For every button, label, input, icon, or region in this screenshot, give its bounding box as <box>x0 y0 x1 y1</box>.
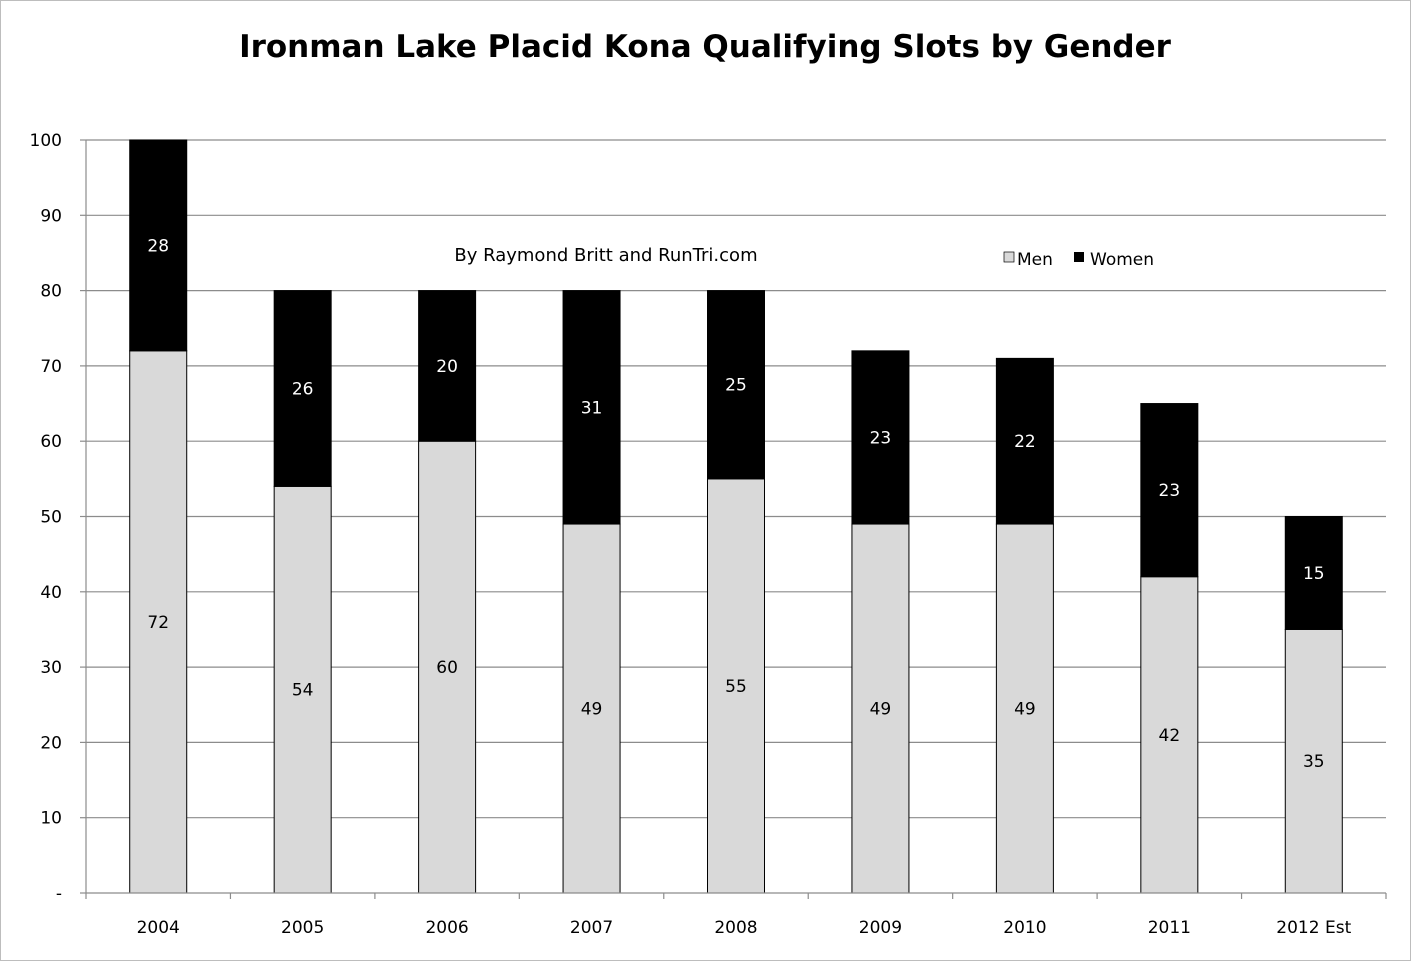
x-tick-label: 2009 <box>859 918 902 938</box>
y-tick-label: - <box>56 884 62 904</box>
chart-subtitle: By Raymond Britt and RunTri.com <box>454 245 757 266</box>
y-tick-label: 10 <box>40 809 62 829</box>
data-label-women: 23 <box>1159 481 1181 501</box>
x-tick-label: 2004 <box>137 918 180 938</box>
bar-women-2004 <box>129 139 188 352</box>
data-label-women: 28 <box>147 236 169 256</box>
bar-women-2006 <box>418 290 477 442</box>
y-tick-label: 90 <box>40 206 62 226</box>
bar-women-2011 <box>1140 403 1199 578</box>
data-label-men: 49 <box>870 700 892 720</box>
x-tick-label: 2010 <box>1003 918 1046 938</box>
data-label-women: 22 <box>1014 432 1036 452</box>
data-label-men: 72 <box>147 613 169 633</box>
data-label-women: 23 <box>870 428 892 448</box>
legend-swatch-women <box>1074 252 1084 262</box>
bar-men-2007 <box>562 523 621 894</box>
data-label-men: 42 <box>1159 726 1181 746</box>
bar-women-2010 <box>995 357 1054 525</box>
data-label-men: 54 <box>292 681 314 701</box>
bar-women-2005 <box>273 290 332 487</box>
x-tick-label: 2011 <box>1148 918 1191 938</box>
data-label-men: 49 <box>1014 700 1036 720</box>
x-tick-label: 2012 Est <box>1276 918 1351 938</box>
y-tick-label: 100 <box>30 131 62 151</box>
bar-men-2012-est <box>1284 628 1343 894</box>
data-label-women: 31 <box>581 398 603 418</box>
data-label-men: 60 <box>436 658 458 678</box>
y-tick-label: 40 <box>40 583 62 603</box>
x-tick-label: 2008 <box>714 918 757 938</box>
bar-women-2008 <box>707 290 765 480</box>
bars: 72 28 54 26 60 20 49 31 55 25 49 23 49 22 42 23 35 15 <box>129 139 1343 894</box>
bar-men-2011 <box>1140 576 1199 894</box>
data-label-women: 26 <box>292 379 314 399</box>
x-tick-label: 2007 <box>570 918 613 938</box>
legend-swatch-men <box>1003 251 1015 263</box>
data-label-men: 49 <box>581 700 603 720</box>
bar-women-2009 <box>851 350 910 525</box>
y-tick-label: 60 <box>40 432 62 452</box>
data-label-women: 15 <box>1303 564 1325 584</box>
bar-men-2008 <box>707 478 765 894</box>
y-tick-label: 20 <box>40 733 62 753</box>
y-tick-label: 80 <box>40 282 62 302</box>
y-tick-label: 50 <box>40 508 62 528</box>
y-tick-label: 30 <box>40 658 62 678</box>
y-tick-label: 70 <box>40 357 62 377</box>
data-label-women: 25 <box>725 376 747 396</box>
data-label-women: 20 <box>436 357 458 377</box>
bar-women-2007 <box>562 290 621 525</box>
axes: - 10 20 30 40 50 60 70 80 90 100 2004 2005 2006 2007 20… <box>30 131 1387 938</box>
data-label-men: 35 <box>1303 752 1325 772</box>
legend-label-women: Women <box>1090 250 1154 270</box>
legend: Men Women <box>1003 250 1154 270</box>
legend-label-men: Men <box>1017 250 1053 270</box>
bar-men-2010 <box>995 523 1054 894</box>
bar-men-2009 <box>851 523 910 894</box>
bar-women-2012-est <box>1284 516 1343 630</box>
x-tick-label: 2005 <box>281 918 324 938</box>
x-tick-label: 2006 <box>425 918 468 938</box>
data-label-men: 55 <box>725 677 747 697</box>
chart-title: Ironman Lake Placid Kona Qualifying Slot… <box>239 29 1172 65</box>
